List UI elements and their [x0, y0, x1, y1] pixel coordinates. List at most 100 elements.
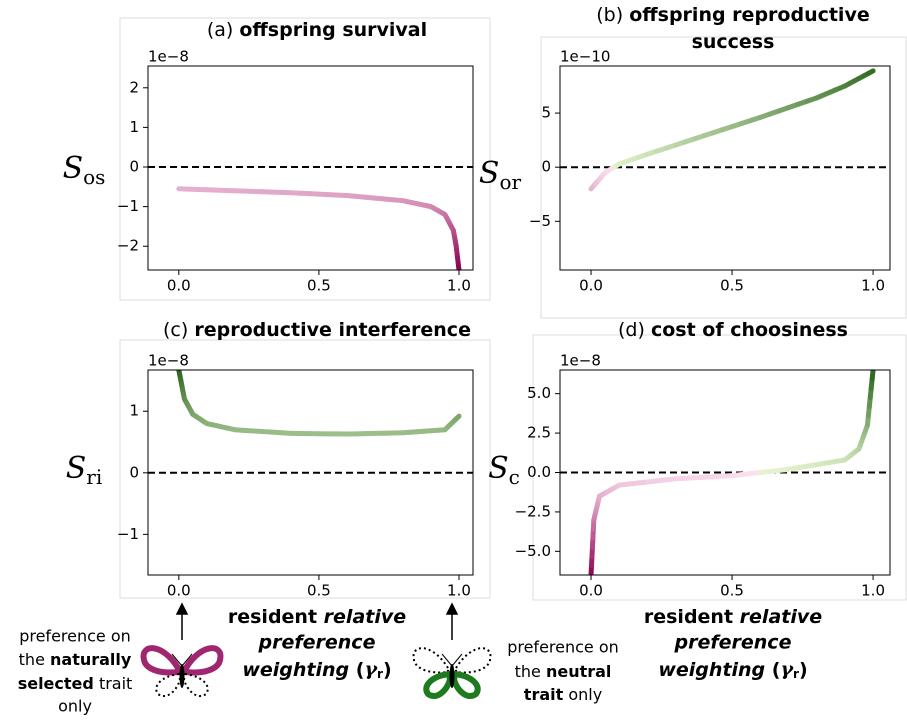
panel-title-text: reproductive interference: [194, 319, 471, 341]
xlabel-part: (: [772, 659, 781, 681]
offset-text: 1e−8: [148, 352, 189, 370]
x-tick-label: 0.5: [720, 582, 744, 600]
wing-lower: [155, 672, 182, 698]
y-label-symbol: S: [488, 451, 509, 486]
body: [449, 664, 455, 688]
panel-frame: [119, 17, 491, 301]
xlabel-line: weighting (γr): [242, 658, 391, 681]
y-tick-label: 0: [541, 158, 551, 176]
xlabel-d: resident relative preference weighting (…: [644, 606, 822, 681]
annotation-part: trait: [524, 685, 564, 704]
x-tick-label: 1.0: [861, 277, 885, 295]
antennae: [441, 653, 463, 667]
wing-upper: [455, 647, 492, 674]
annotation-part: selected: [18, 674, 94, 693]
panel-frame: [540, 36, 907, 319]
xlabel-part: ): [799, 659, 808, 681]
y-label-symbol: S: [479, 156, 500, 191]
panel: (c) reproductive interference Sri 1e−8 −1 0 1…: [66, 319, 491, 600]
y-tick-label: −2: [117, 237, 139, 255]
butterfly-left: [140, 645, 224, 698]
curve-segment: [869, 370, 876, 382]
offset-text: 1e−8: [148, 48, 189, 66]
annotation-line: preference on: [507, 638, 619, 657]
x-tick-label: 0.5: [307, 277, 331, 295]
x-tick-label: 1.0: [447, 277, 471, 295]
panel-label: (a): [207, 19, 233, 41]
y-label-subscript: or: [499, 170, 521, 194]
plot-frame: [147, 65, 474, 271]
panel-frame: [119, 339, 491, 599]
xlabel-part: (: [356, 659, 365, 681]
curve: [588, 68, 876, 192]
panel-title-text: cost of choosiness: [651, 319, 848, 341]
panel-title: (d) cost of choosiness: [618, 319, 848, 341]
annotation-part: trait: [99, 674, 132, 693]
wing-upper: [412, 647, 449, 674]
panel-label: (d): [618, 319, 645, 341]
y-tick-label: −1: [117, 197, 139, 215]
panel-title-text: success: [692, 31, 775, 53]
plot-frame: [147, 369, 474, 576]
xlabel-part: r: [793, 667, 799, 681]
xlabel-part: weighting: [242, 659, 349, 681]
annotation-line: selected trait: [18, 674, 133, 693]
panel: (b) offspring reproductive success Sor 1e−1…: [479, 4, 907, 319]
panel: (a) offspring survival Sos 1e−8 −2 −1 0 1 2 0.0 0…: [63, 17, 491, 301]
annotation-line: the neutral: [515, 662, 612, 681]
annotation-part: the: [515, 662, 541, 681]
y-axis-label: Sor: [479, 156, 522, 194]
annotation-line: preference on: [19, 627, 131, 646]
y-tick-label: −5.0: [515, 542, 551, 560]
annotation-part: only: [568, 685, 602, 704]
xlabel-line: resident relative: [228, 606, 406, 628]
x-tick-label: 1.0: [861, 582, 885, 600]
annotation-part: neutral: [546, 662, 611, 681]
xlabel-line: preference: [258, 632, 376, 654]
y-tick-label: −2.5: [515, 502, 551, 520]
butterfly-right: [412, 647, 492, 700]
x-tick-label: 0.0: [579, 582, 603, 600]
xlabel-line: preference: [674, 632, 792, 654]
arrows: [175, 602, 459, 640]
arrowhead: [445, 602, 459, 615]
xlabel-line: resident relative: [644, 606, 822, 628]
panel-title-text: offspring survival: [239, 19, 427, 41]
left-annotation: preference on the naturally selected tra…: [18, 627, 133, 716]
curve: [588, 370, 876, 575]
xlabel-line: weighting (γr): [658, 658, 807, 681]
y-label-subscript: os: [83, 165, 105, 189]
plot-frame: [559, 369, 891, 576]
curve-segment: [454, 413, 462, 421]
curve-segment: [865, 68, 876, 76]
y-label-symbol: S: [66, 451, 87, 486]
y-tick-label: 1: [129, 402, 139, 420]
annotation-line: the naturally: [19, 650, 132, 669]
x-tick-label: 0.0: [167, 277, 191, 295]
y-tick-label: −1: [117, 525, 139, 543]
xlabel-part: resident: [644, 606, 733, 628]
annotation-part: the: [19, 650, 45, 669]
y-tick-label: 5.0: [527, 384, 551, 402]
y-axis-label: Sos: [63, 151, 106, 189]
xlabel-part: ): [383, 659, 392, 681]
xlabel-part: weighting: [658, 659, 765, 681]
panel-title: success: [692, 31, 775, 53]
x-tick-label: 1.0: [447, 582, 471, 600]
xlabel-part: γ: [364, 658, 378, 680]
panel-title: (c) reproductive interference: [163, 319, 471, 341]
xlabel-part: resident: [228, 606, 317, 628]
x-tick-label: 0.0: [167, 582, 191, 600]
panel-title: (b) offspring reproductive: [596, 4, 869, 26]
y-tick-label: 0.0: [527, 463, 551, 481]
right-annotation: preference on the neutral trait only: [507, 638, 619, 704]
panel-frame: [532, 334, 907, 601]
offset-text: 1e−10: [560, 48, 610, 66]
curve: [176, 186, 462, 270]
xlabel-part: γ: [780, 658, 794, 680]
arrowhead: [175, 602, 189, 615]
panel-title-text: offspring reproductive: [629, 4, 870, 26]
plot-frame: [559, 65, 891, 271]
y-tick-label: 5: [541, 104, 551, 122]
panel-label: (b): [596, 4, 623, 26]
